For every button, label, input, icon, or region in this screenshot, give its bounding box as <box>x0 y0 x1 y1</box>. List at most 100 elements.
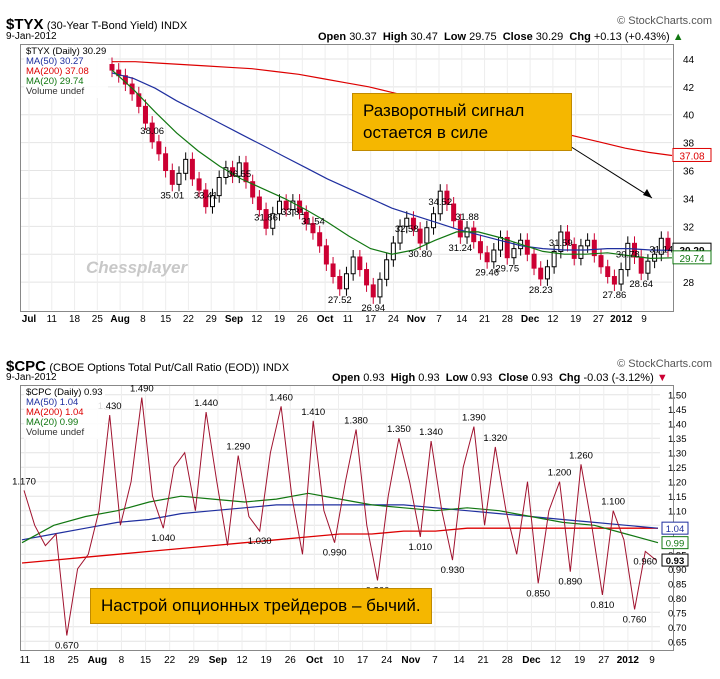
cpc-annotation: 1.170 <box>12 476 36 487</box>
candle-body <box>377 278 383 298</box>
x-tick-label: 12 <box>547 314 559 325</box>
x-tick-label: 18 <box>69 314 81 325</box>
candle-body <box>397 225 403 244</box>
x-tick-label: 14 <box>456 314 468 325</box>
candle-body <box>531 253 537 269</box>
candle-body <box>136 93 142 107</box>
price-annotation: 28.23 <box>529 285 553 296</box>
candle-body <box>591 239 597 257</box>
candle-body <box>149 122 155 143</box>
cpc-price-tag-box <box>661 521 689 535</box>
price-annotation: 27.86 <box>603 290 627 301</box>
x-tick-label: Nov <box>401 655 420 666</box>
x-tick-label: Dec <box>522 655 541 666</box>
y-tick-label: 1.30 <box>668 449 687 460</box>
x-tick-label: 8 <box>119 655 125 666</box>
cpc-ma50-line <box>21 504 659 541</box>
y-tick-label: 1.25 <box>668 463 687 474</box>
y-tick-label: 34 <box>683 194 695 205</box>
y-tick-label: 1.45 <box>668 405 687 416</box>
candle-body <box>538 267 544 280</box>
cpc-annotation: 1.340 <box>419 427 443 438</box>
candle-body <box>283 200 289 211</box>
x-tick-label: 19 <box>274 314 286 325</box>
price-annotation: 31.88 <box>455 212 479 223</box>
y-tick-label: 0.75 <box>668 608 687 619</box>
candle-body <box>638 256 644 274</box>
x-tick-label: 25 <box>92 314 104 325</box>
price-annotation: 28.64 <box>629 279 653 290</box>
legend-price: $TYX (Daily) 30.29 <box>26 46 107 57</box>
cpc-annotation: 1.290 <box>226 442 250 453</box>
y-tick-label: 1.20 <box>668 478 687 489</box>
cpc-ohlc: Open 0.93 High 0.93 Low 0.93 Close 0.93 … <box>332 372 668 384</box>
x-tick-label: 2012 <box>610 314 633 325</box>
candle-body <box>611 276 617 285</box>
candle-body <box>444 190 450 205</box>
candle-body <box>498 236 504 251</box>
x-tick-label: 25 <box>68 655 80 666</box>
tyx-plot-frame <box>20 44 674 312</box>
x-tick-label: 29 <box>188 655 200 666</box>
candle-body <box>571 243 577 259</box>
candle-body <box>551 250 557 268</box>
x-tick-label: 28 <box>502 655 514 666</box>
candle-body <box>189 158 195 180</box>
candle-body <box>484 252 490 263</box>
x-tick-label: 2012 <box>617 655 640 666</box>
legend-cpc-ma20: MA(20) 0.99 <box>26 417 79 428</box>
candle-body <box>605 266 611 278</box>
candle-body <box>364 269 370 286</box>
x-tick-label: 19 <box>570 314 582 325</box>
cpc-ma20-line <box>21 492 659 544</box>
candle-body <box>250 181 256 198</box>
candle-body <box>330 263 336 278</box>
candle-body <box>404 217 410 227</box>
x-tick-label: 22 <box>164 655 176 666</box>
candle-body <box>384 259 390 280</box>
x-tick-label: 11 <box>47 314 58 325</box>
candle-body <box>256 196 262 211</box>
x-tick-label: 12 <box>236 655 248 666</box>
x-tick-label: 8 <box>140 314 146 325</box>
price-annotation: 31.24 <box>448 243 472 254</box>
stockcharts-brand[interactable]: © StockCharts.com <box>617 15 712 27</box>
candle-body <box>196 178 202 191</box>
cpc-date: 9-Jan-2012 <box>6 372 57 383</box>
cpc-name: (CBOE Options Total Put/Call Ratio (EOD)… <box>49 362 260 374</box>
y-tick-label: 36 <box>683 167 695 178</box>
candle-body <box>370 284 376 298</box>
stockcharts-brand-2[interactable]: © StockCharts.com <box>617 358 712 370</box>
cpc-symbol: $CPC <box>6 358 47 375</box>
cpc-ma200-line <box>21 527 658 564</box>
cpc-chart-panel: $CPC (CBOE Options Total Put/Call Ratio … <box>0 345 720 679</box>
chessplayer-watermark: Chessplayer <box>86 258 188 277</box>
candle-body <box>471 227 477 243</box>
x-tick-label: 17 <box>365 314 377 325</box>
legend-ma50: MA(50) 30.27 <box>26 56 84 67</box>
price-annotation: 33.81 <box>281 207 305 218</box>
x-tick-label: 22 <box>183 314 195 325</box>
cpc-annotation: 0.670 <box>55 640 79 651</box>
tyx-ohlc: Open 30.37 High 30.47 Low 29.75 Close 30… <box>318 31 684 43</box>
cpc-annotation: 1.490 <box>130 384 154 395</box>
x-tick-label: 10 <box>333 655 345 666</box>
x-tick-label: 12 <box>251 314 263 325</box>
candle-body <box>337 276 343 290</box>
candle-body <box>618 269 624 285</box>
candle-body <box>565 231 571 245</box>
price-annotation: 26.94 <box>361 303 385 314</box>
legend-volume: Volume undef <box>26 86 85 97</box>
candle-body <box>109 64 115 71</box>
x-tick-label: Oct <box>306 655 323 666</box>
cpc-annotation: 1.040 <box>151 533 175 544</box>
candle-body <box>142 105 148 124</box>
y-tick-label: 0.70 <box>668 623 687 634</box>
cpc-annotation: 0.990 <box>323 548 347 559</box>
candle-body <box>276 200 282 215</box>
x-tick-label: Sep <box>225 314 243 325</box>
x-tick-label: 18 <box>44 655 56 666</box>
y-tick-label: 1.50 <box>668 391 687 402</box>
legend-ma200: MA(200) 37.08 <box>26 66 89 77</box>
cpc-title: $CPC (CBOE Options Total Put/Call Ratio … <box>6 358 289 375</box>
